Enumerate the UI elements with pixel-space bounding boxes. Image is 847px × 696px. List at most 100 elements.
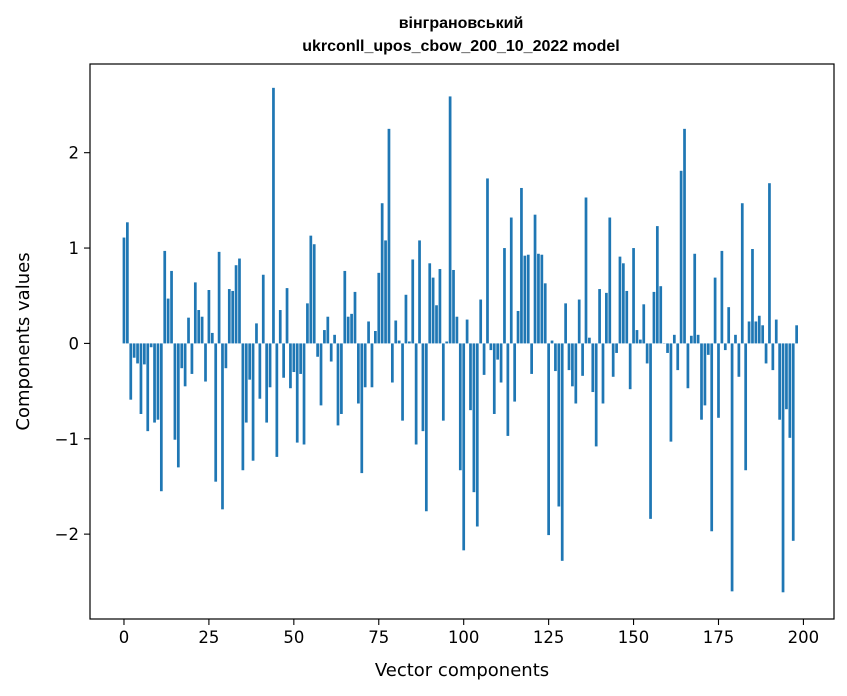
x-tick-label: 100 <box>448 628 480 647</box>
bar-24 <box>204 343 207 382</box>
x-tick-label: 150 <box>618 628 650 647</box>
y-axis-ticks: −2 −1 0 1 2 <box>55 144 90 544</box>
bar-69 <box>357 343 360 404</box>
bar-116 <box>516 310 520 344</box>
bar-118 <box>523 255 527 344</box>
bar-85 <box>411 259 415 344</box>
bar-57 <box>316 343 319 357</box>
bar-135 <box>581 343 584 376</box>
bar-104 <box>475 343 479 527</box>
bar-137 <box>588 337 591 344</box>
bar-1 <box>126 222 129 344</box>
bar-154 <box>645 343 649 364</box>
bar-170 <box>700 343 703 420</box>
bar-165 <box>683 128 686 344</box>
bar-185 <box>751 249 754 344</box>
bar-87 <box>418 240 421 344</box>
bar-156 <box>652 291 656 344</box>
x-tick-label: 50 <box>283 628 304 647</box>
bar-131 <box>567 343 571 371</box>
bar-184 <box>747 321 751 344</box>
bar-103 <box>472 343 476 493</box>
bar-68 <box>353 291 357 344</box>
bar-114 <box>509 217 513 344</box>
bar-196 <box>788 343 792 438</box>
bar-58 <box>319 343 323 406</box>
bar-110 <box>496 343 500 360</box>
bar-109 <box>492 343 496 414</box>
bar-178 <box>727 307 731 344</box>
bar-112 <box>503 248 506 344</box>
bar-34 <box>238 258 241 344</box>
bar-148 <box>625 290 629 344</box>
bar-18 <box>183 343 187 387</box>
bar-174 <box>713 277 717 344</box>
bar-122 <box>537 253 540 344</box>
bar-43 <box>268 343 272 388</box>
bar-59 <box>323 330 326 344</box>
bar-64 <box>340 343 343 414</box>
bar-41 <box>261 274 265 344</box>
bar-63 <box>336 343 340 426</box>
bar-168 <box>693 253 697 344</box>
bar-28 <box>217 251 221 344</box>
bar-9 <box>153 343 156 423</box>
bar-29 <box>221 343 224 510</box>
bar-169 <box>696 334 700 344</box>
bar-105 <box>479 299 483 344</box>
y-tick-label: 0 <box>69 334 80 353</box>
bar-188 <box>761 325 765 344</box>
bar-7 <box>146 343 150 432</box>
bar-142 <box>605 292 608 344</box>
bar-147 <box>622 263 625 344</box>
bar-81 <box>397 340 401 344</box>
bar-series <box>122 87 798 593</box>
bar-23 <box>200 316 204 344</box>
bar-193 <box>778 343 781 420</box>
bar-65 <box>343 270 347 344</box>
bar-162 <box>672 334 676 344</box>
bar-101 <box>465 319 469 344</box>
bar-106 <box>482 343 486 375</box>
bar-144 <box>611 343 615 377</box>
bar-126 <box>550 340 554 344</box>
x-axis-ticks: 0 25 50 75 100 125 150 175 200 <box>119 619 819 647</box>
plot-frame <box>89 63 835 620</box>
bar-138 <box>591 343 595 393</box>
bar-71 <box>363 343 367 388</box>
bar-82 <box>401 343 404 421</box>
bar-48 <box>285 288 289 344</box>
bar-111 <box>499 343 503 383</box>
bar-172 <box>706 343 710 355</box>
bar-88 <box>421 343 425 432</box>
bar-56 <box>312 244 316 344</box>
bar-49 <box>289 343 292 389</box>
bar-54 <box>306 303 309 344</box>
bar-140 <box>598 289 601 344</box>
bar-39 <box>255 323 258 344</box>
bar-146 <box>618 256 622 344</box>
bar-163 <box>676 343 680 371</box>
bar-189 <box>764 343 768 364</box>
x-tick-label: 125 <box>533 628 565 647</box>
bar-164 <box>679 170 683 344</box>
bar-175 <box>717 343 720 418</box>
bar-187 <box>757 315 761 344</box>
bar-182 <box>740 203 744 344</box>
bar-45 <box>275 343 279 457</box>
bar-33 <box>234 265 238 344</box>
bar-31 <box>227 289 231 344</box>
bar-96 <box>448 96 452 344</box>
bar-73 <box>370 343 374 388</box>
bar-95 <box>445 341 449 344</box>
bar-91 <box>431 277 435 344</box>
bar-15 <box>173 343 177 440</box>
bar-90 <box>428 263 432 344</box>
bar-44 <box>272 87 275 344</box>
bar-94 <box>441 343 445 421</box>
x-tick-label: 175 <box>703 628 735 647</box>
bar-25 <box>207 290 211 344</box>
bar-3 <box>132 343 136 358</box>
bar-119 <box>526 254 530 344</box>
